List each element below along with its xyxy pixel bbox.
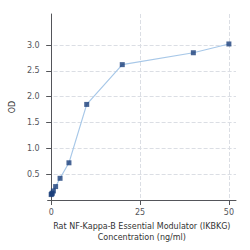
svg-text:1.5: 1.5 <box>27 118 40 127</box>
svg-text:0.5: 0.5 <box>27 170 40 179</box>
svg-text:1.0: 1.0 <box>27 144 40 153</box>
svg-text:Concentration (ng/ml): Concentration (ng/ml) <box>98 233 186 242</box>
svg-text:25: 25 <box>135 208 145 217</box>
svg-text:3.0: 3.0 <box>27 41 40 50</box>
svg-text:2.0: 2.0 <box>27 92 40 101</box>
svg-text:OD: OD <box>8 101 17 113</box>
svg-text:0: 0 <box>49 208 54 217</box>
svg-text:2.5: 2.5 <box>27 66 40 75</box>
svg-text:50: 50 <box>224 208 234 217</box>
svg-text:Rat NF-Kappa-B Essential Modul: Rat NF-Kappa-B Essential Modulator (IKBK… <box>53 222 230 231</box>
